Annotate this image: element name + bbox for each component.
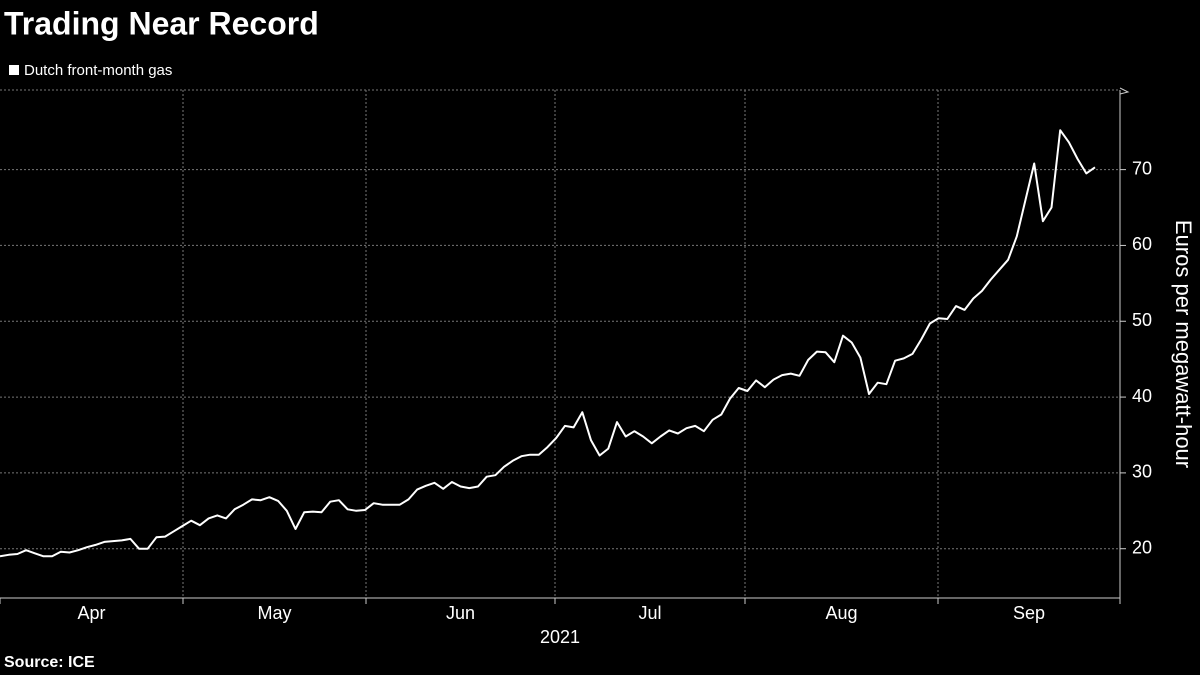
source: Source: ICE xyxy=(4,654,95,671)
y-tick-label: 60 xyxy=(1132,234,1152,254)
legend-label: Dutch front-month gas xyxy=(24,62,172,79)
legend-swatch xyxy=(9,65,19,75)
y-tick-label: 30 xyxy=(1132,462,1152,482)
x-tick-label: Jul xyxy=(638,603,661,623)
x-tick-label: May xyxy=(257,603,291,623)
y-tick-label: 40 xyxy=(1132,386,1152,406)
line-series xyxy=(0,129,1096,558)
y-axis-label: Euros per megawatt-hour xyxy=(1171,220,1196,468)
x-tick-label: Jun xyxy=(446,603,475,623)
x-tick-label: Apr xyxy=(77,603,105,623)
y-axis-arrow xyxy=(1119,87,1130,95)
y-tick-label: 70 xyxy=(1132,158,1152,178)
y-tick-label: 50 xyxy=(1132,310,1152,330)
x-axis-label: 2021 xyxy=(540,627,580,647)
y-tick-label: 20 xyxy=(1132,537,1152,557)
chart-title: Trading Near Record xyxy=(4,5,319,41)
x-tick-label: Sep xyxy=(1013,603,1045,623)
x-tick-label: Aug xyxy=(825,603,857,623)
